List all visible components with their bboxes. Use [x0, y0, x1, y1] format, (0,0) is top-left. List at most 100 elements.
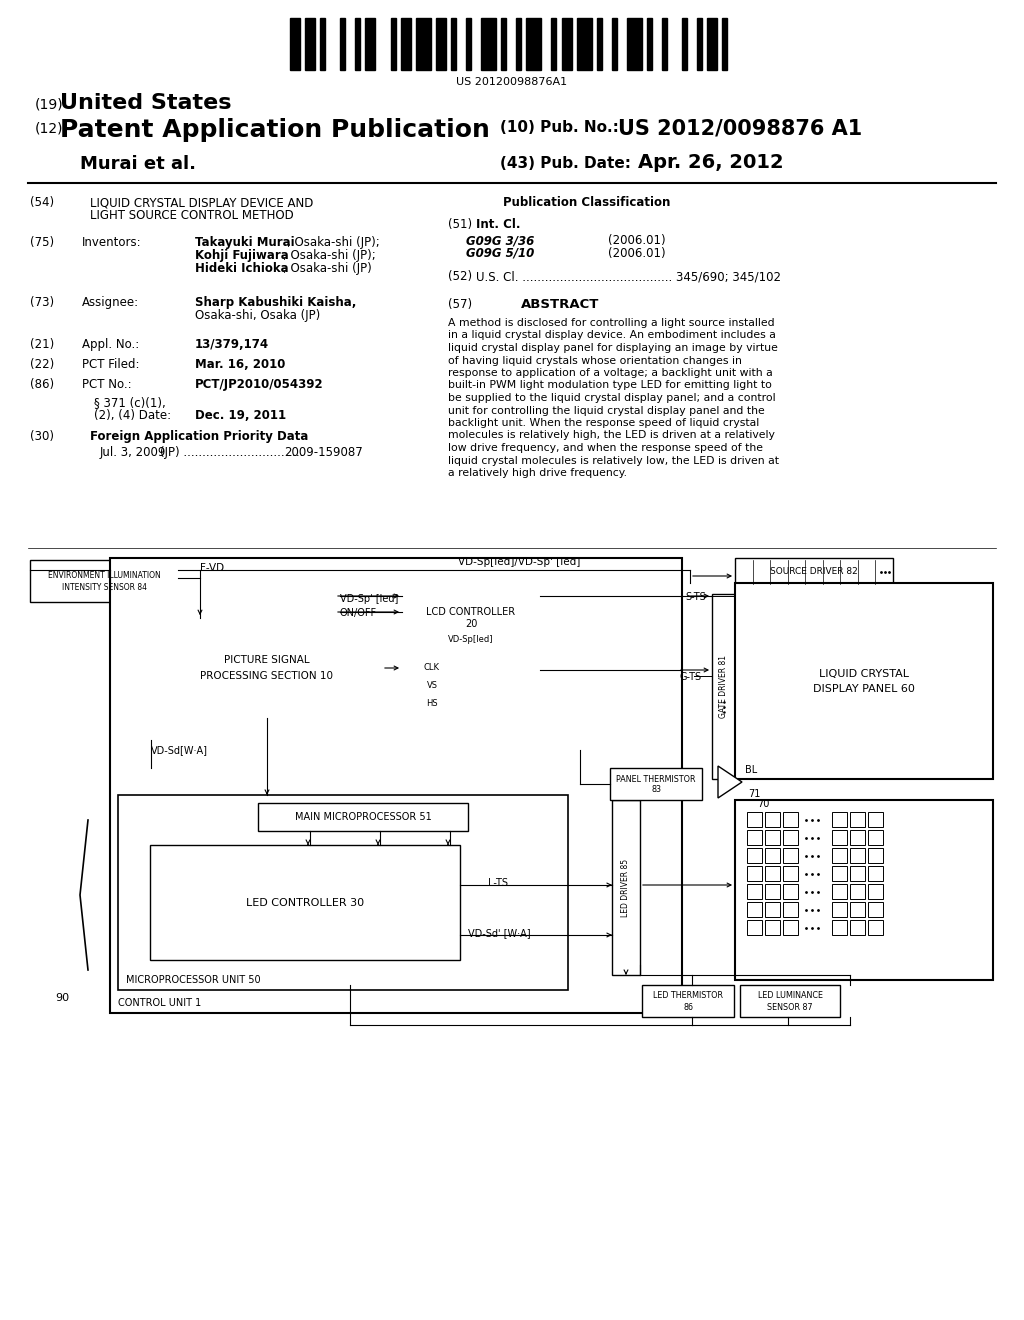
Bar: [561, 18, 571, 70]
Bar: [552, 18, 556, 70]
Text: 83: 83: [651, 785, 662, 795]
Bar: [746, 902, 762, 917]
Text: LED CONTROLLER 30: LED CONTROLLER 30: [246, 898, 365, 908]
Text: US 2012/0098876 A1: US 2012/0098876 A1: [618, 117, 862, 139]
Text: response to application of a voltage; a backlight unit with a: response to application of a voltage; a …: [449, 368, 773, 378]
Bar: [850, 812, 865, 828]
Text: Publication Classification: Publication Classification: [503, 195, 671, 209]
Text: (73): (73): [30, 296, 54, 309]
Text: 70: 70: [757, 799, 769, 809]
Text: INTENSITY SENSOR 84: INTENSITY SENSOR 84: [61, 582, 146, 591]
Bar: [868, 902, 883, 917]
Text: Int. Cl.: Int. Cl.: [476, 218, 520, 231]
Text: VS: VS: [427, 681, 437, 689]
Bar: [416, 18, 431, 70]
Text: G09G 5/10: G09G 5/10: [466, 247, 535, 260]
Bar: [765, 812, 780, 828]
Text: Dec. 19, 2011: Dec. 19, 2011: [195, 409, 286, 422]
Text: ON/OFF: ON/OFF: [340, 609, 377, 618]
Text: Patent Application Publication: Patent Application Publication: [60, 117, 489, 143]
Text: (12): (12): [35, 121, 63, 136]
Bar: [831, 847, 847, 863]
Bar: [451, 18, 456, 70]
Text: BL: BL: [745, 766, 758, 775]
Text: LED THERMISTOR: LED THERMISTOR: [653, 991, 723, 1001]
Bar: [831, 866, 847, 880]
Text: in a liquid crystal display device. An embodiment includes a: in a liquid crystal display device. An e…: [449, 330, 776, 341]
Text: 13/379,174: 13/379,174: [195, 338, 269, 351]
Text: 90: 90: [55, 993, 70, 1003]
Text: Assignee:: Assignee:: [82, 296, 139, 309]
Text: Mar. 16, 2010: Mar. 16, 2010: [195, 358, 286, 371]
Bar: [765, 884, 780, 899]
Text: Takayuki Murai: Takayuki Murai: [195, 236, 295, 249]
Bar: [868, 830, 883, 845]
Text: (54): (54): [30, 195, 61, 209]
Bar: [290, 18, 300, 70]
Bar: [765, 847, 780, 863]
Text: 71: 71: [748, 789, 761, 799]
Text: (52): (52): [449, 271, 472, 282]
Text: Appl. No.:: Appl. No.:: [82, 338, 139, 351]
Bar: [868, 920, 883, 935]
Text: PROCESSING SECTION 10: PROCESSING SECTION 10: [201, 671, 334, 681]
Bar: [868, 866, 883, 880]
Text: MAIN MICROPROCESSOR 51: MAIN MICROPROCESSOR 51: [295, 812, 431, 822]
Text: Murai et al.: Murai et al.: [80, 154, 196, 173]
Text: (75): (75): [30, 236, 54, 249]
Text: , Osaka-shi (JP);: , Osaka-shi (JP);: [287, 236, 380, 249]
Bar: [831, 884, 847, 899]
Bar: [868, 812, 883, 828]
Text: Hideki Ichioka: Hideki Ichioka: [195, 261, 289, 275]
Bar: [526, 18, 542, 70]
Text: § 371 (c)(1),: § 371 (c)(1),: [94, 396, 166, 409]
Bar: [611, 18, 616, 70]
Text: VD-Sd[W·A]: VD-Sd[W·A]: [151, 744, 208, 755]
Text: (30): (30): [30, 430, 54, 444]
Bar: [697, 18, 702, 70]
Text: (43) Pub. Date:: (43) Pub. Date:: [500, 156, 631, 172]
Bar: [831, 830, 847, 845]
Bar: [110, 558, 682, 1012]
Text: (57): (57): [449, 298, 472, 312]
Text: PCT Filed:: PCT Filed:: [82, 358, 139, 371]
Bar: [597, 18, 602, 70]
Bar: [118, 795, 568, 990]
Text: LED DRIVER 85: LED DRIVER 85: [622, 858, 631, 916]
Bar: [850, 902, 865, 917]
Bar: [850, 884, 865, 899]
Text: Sharp Kabushiki Kaisha,: Sharp Kabushiki Kaisha,: [195, 296, 356, 309]
Bar: [783, 866, 798, 880]
Text: (10) Pub. No.:: (10) Pub. No.:: [500, 120, 618, 135]
Bar: [746, 812, 762, 828]
Bar: [400, 18, 411, 70]
Bar: [765, 830, 780, 845]
Text: Osaka-shi, Osaka (JP): Osaka-shi, Osaka (JP): [195, 309, 321, 322]
Bar: [150, 845, 460, 960]
Bar: [577, 18, 592, 70]
Bar: [765, 920, 780, 935]
Bar: [783, 884, 798, 899]
Text: G09G 3/36: G09G 3/36: [466, 234, 535, 247]
Text: ENVIRONMENT ILLUMINATION: ENVIRONMENT ILLUMINATION: [48, 572, 161, 581]
Text: of having liquid crystals whose orientation changes in: of having liquid crystals whose orientat…: [449, 355, 741, 366]
Text: (19): (19): [35, 96, 63, 111]
Bar: [746, 866, 762, 880]
Text: GATE DRIVER 81: GATE DRIVER 81: [719, 655, 728, 718]
Text: (JP) ................................: (JP) ................................: [160, 446, 303, 459]
Bar: [735, 558, 893, 586]
Bar: [783, 847, 798, 863]
Bar: [740, 985, 840, 1016]
Bar: [783, 830, 798, 845]
Text: (2), (4) Date:: (2), (4) Date:: [94, 409, 171, 422]
Text: 20: 20: [465, 619, 477, 630]
Bar: [258, 803, 468, 832]
Text: PCT/JP2010/054392: PCT/JP2010/054392: [195, 378, 324, 391]
Bar: [321, 18, 326, 70]
Bar: [407, 656, 457, 714]
Text: a relatively high drive frequency.: a relatively high drive frequency.: [449, 469, 627, 478]
Text: SENSOR 87: SENSOR 87: [767, 1002, 813, 1011]
Text: , Osaka-shi (JP): , Osaka-shi (JP): [283, 261, 372, 275]
Bar: [466, 18, 471, 70]
Text: S-TS: S-TS: [685, 591, 706, 602]
